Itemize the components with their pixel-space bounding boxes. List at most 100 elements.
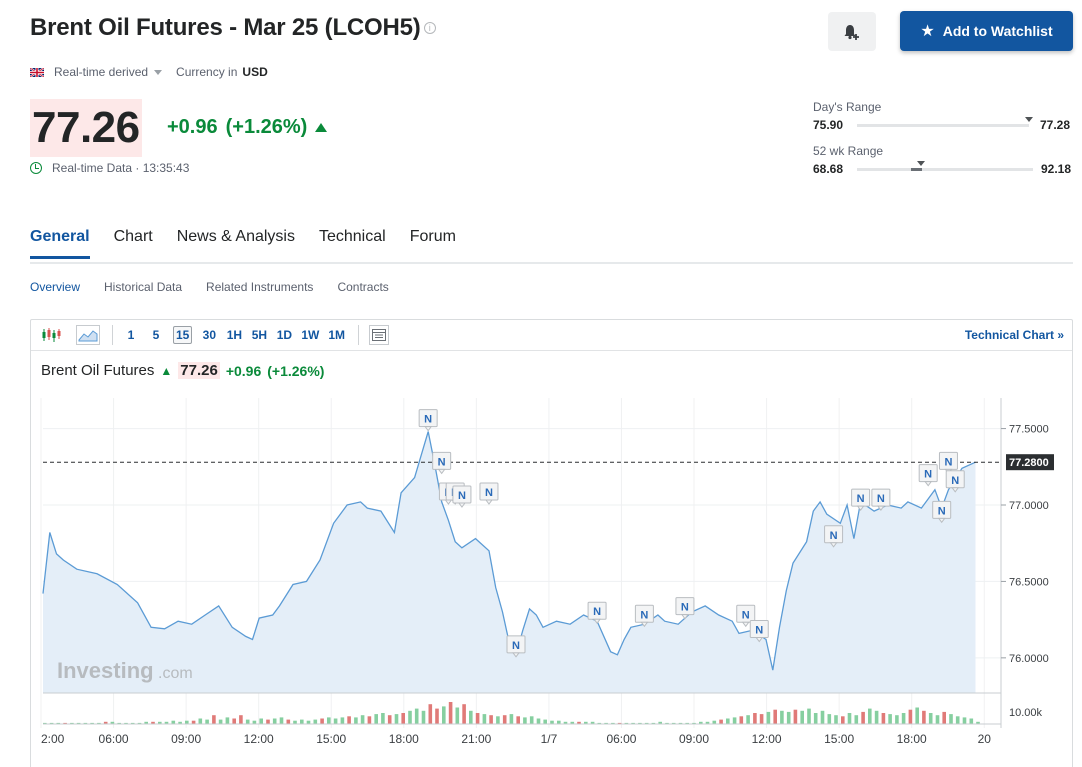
chevron-down-icon[interactable] xyxy=(154,69,163,75)
tab-forum[interactable]: Forum xyxy=(409,228,456,245)
volume-bar xyxy=(895,715,899,724)
news-marker-pointer[interactable] xyxy=(484,499,493,505)
create-alert-button[interactable] xyxy=(828,12,876,51)
subtab-contracts[interactable]: Contracts xyxy=(337,280,389,294)
volume-bar xyxy=(685,722,689,724)
subtab-historical-data[interactable]: Historical Data xyxy=(104,280,183,294)
news-marker-letter[interactable]: N xyxy=(640,609,648,621)
tab-technical[interactable]: Technical xyxy=(318,228,386,245)
price-chart[interactable]: Investing .com 77.5000 77.0000 76.5000 76.000… xyxy=(31,393,1072,767)
news-marker-letter[interactable]: N xyxy=(742,609,750,621)
news-marker-letter[interactable]: N xyxy=(857,493,865,505)
news-marker[interactable]: N xyxy=(418,409,438,432)
news-marker-pointer[interactable] xyxy=(424,426,433,432)
news-marker-letter[interactable]: N xyxy=(424,414,432,426)
volume-bar xyxy=(489,715,493,724)
volume-bar xyxy=(340,717,345,724)
chart-toolbar: 1 5 15 30 1H 5H 1D 1W 1M Technical Chart… xyxy=(31,320,1072,351)
news-marker-pointer[interactable] xyxy=(680,614,689,620)
news-marker[interactable]: N xyxy=(851,488,871,511)
news-marker-pointer[interactable] xyxy=(444,499,453,505)
news-marker-pointer[interactable] xyxy=(457,502,466,508)
timeframe-5h[interactable]: 5H xyxy=(251,328,268,342)
volume-bar xyxy=(820,710,825,724)
week-range-high: 92.18 xyxy=(1041,162,1072,176)
news-marker[interactable]: N xyxy=(587,601,607,625)
timeframe-1m[interactable]: 1M xyxy=(328,328,346,342)
news-marker-letter[interactable]: N xyxy=(944,456,952,468)
news-marker-letter[interactable]: N xyxy=(877,493,885,505)
news-marker[interactable]: N xyxy=(479,482,499,505)
news-marker-letter[interactable]: N xyxy=(512,640,520,652)
news-marker-pointer[interactable] xyxy=(924,481,933,487)
news-marker-letter[interactable]: N xyxy=(485,487,493,499)
tab-news-analysis[interactable]: News & Analysis xyxy=(176,228,295,245)
news-marker-pointer[interactable] xyxy=(512,652,520,658)
subtab-overview[interactable]: Overview xyxy=(30,280,81,294)
news-marker-pointer[interactable] xyxy=(593,618,602,625)
news-marker[interactable]: N xyxy=(452,485,472,508)
news-marker-letter[interactable]: N xyxy=(830,530,838,542)
news-marker[interactable]: N xyxy=(634,604,654,628)
day-range-marker xyxy=(1025,117,1033,122)
news-marker[interactable]: N xyxy=(736,604,756,628)
timeframe-1h[interactable]: 1H xyxy=(226,328,243,342)
news-marker[interactable]: N xyxy=(506,635,526,658)
news-marker-letter[interactable]: N xyxy=(755,625,763,637)
timeframe-1w[interactable]: 1W xyxy=(301,328,320,342)
volume-bar xyxy=(191,720,196,724)
news-marker-pointer[interactable] xyxy=(856,505,865,511)
news-marker[interactable]: N xyxy=(945,470,965,493)
volume-bar xyxy=(739,716,744,724)
volume-bar xyxy=(428,704,433,724)
subtab-related-instruments[interactable]: Related Instruments xyxy=(206,280,314,294)
news-marker-pointer[interactable] xyxy=(829,542,838,548)
timeframe-15[interactable]: 15 xyxy=(173,326,193,344)
volume-bar xyxy=(327,717,331,724)
news-marker[interactable]: N xyxy=(871,488,891,511)
news-marker-letter[interactable]: N xyxy=(951,475,959,487)
add-to-watchlist-button[interactable]: ★ Add to Watchlist xyxy=(900,11,1073,51)
news-marker-pointer[interactable] xyxy=(876,505,885,511)
timeframe-1d[interactable]: 1D xyxy=(276,328,293,342)
news-marker-pointer[interactable] xyxy=(437,468,446,475)
news-marker[interactable]: N xyxy=(918,464,938,487)
volume-bar xyxy=(976,721,980,724)
timeframe-30[interactable]: 30 xyxy=(202,328,217,342)
news-marker-letter[interactable]: N xyxy=(924,469,932,481)
volume-bar xyxy=(759,714,764,724)
volume-bar xyxy=(83,722,88,724)
y-axis-label: 77.5000 xyxy=(1009,424,1049,436)
tab-chart[interactable]: Chart xyxy=(113,228,153,245)
volume-bar xyxy=(617,722,622,724)
news-marker-pointer[interactable] xyxy=(951,487,960,493)
news-marker[interactable]: N xyxy=(749,620,769,643)
tab-general[interactable]: General xyxy=(30,228,90,259)
volume-bar xyxy=(665,722,669,724)
news-marker-pointer[interactable] xyxy=(937,517,946,524)
news-marker[interactable]: N xyxy=(675,597,695,620)
news-marker[interactable]: N xyxy=(932,500,952,524)
data-source-dropdown[interactable]: Real-time derived xyxy=(54,65,149,79)
news-marker-letter[interactable]: N xyxy=(938,505,946,517)
news-marker-letter[interactable]: N xyxy=(681,602,689,614)
y-axis-label: 77.0000 xyxy=(1009,500,1049,512)
news-marker-letter[interactable]: N xyxy=(593,606,601,618)
volume-bar xyxy=(232,718,236,724)
news-marker[interactable]: N xyxy=(432,451,452,475)
timeframe-1[interactable]: 1 xyxy=(127,328,135,342)
timeframe-5[interactable]: 5 xyxy=(152,328,160,342)
change-percent: (+1.26%) xyxy=(225,116,308,138)
candlestick-icon[interactable] xyxy=(40,325,62,345)
info-icon[interactable]: i xyxy=(423,22,436,34)
news-marker-pointer[interactable] xyxy=(741,621,750,628)
news-marker-pointer[interactable] xyxy=(640,621,649,628)
technical-chart-link[interactable]: Technical Chart » xyxy=(964,328,1064,342)
news-marker[interactable]: N xyxy=(824,525,844,548)
news-marker-letter[interactable]: N xyxy=(438,456,446,468)
area-chart-icon[interactable] xyxy=(76,325,100,345)
news-marker-letter[interactable]: N xyxy=(458,490,466,502)
chart-settings-icon[interactable] xyxy=(369,325,390,345)
news-marker-pointer[interactable] xyxy=(755,637,764,643)
volume-bar xyxy=(374,714,378,724)
